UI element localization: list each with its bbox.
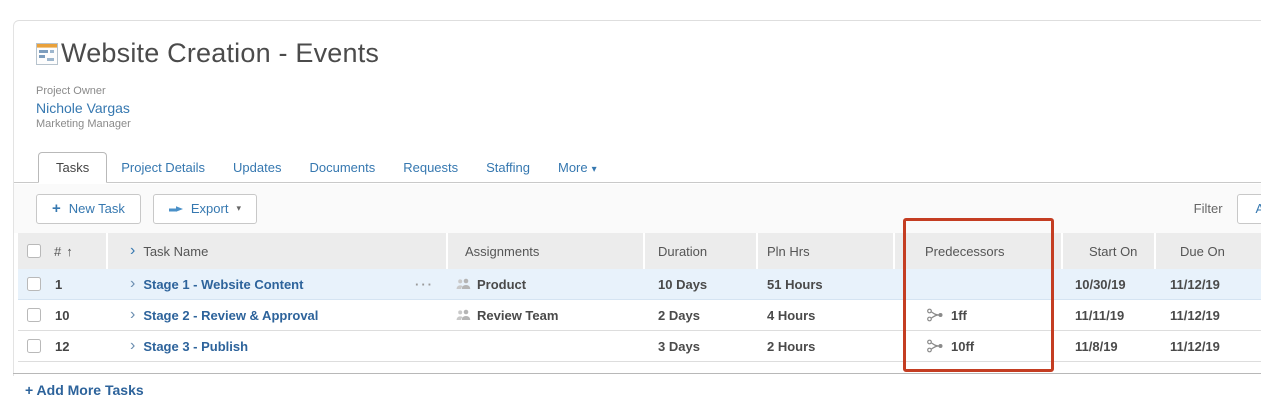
plus-icon: + [52,200,61,217]
tab-tasks[interactable]: Tasks [38,152,108,183]
column-duration[interactable]: Duration [658,243,708,259]
filter-label: Filter [1193,201,1223,216]
task-number: 10 [55,307,70,323]
assignment-cell [448,331,645,361]
task-name-link[interactable]: Stage 3 - Publish [143,338,249,354]
owner-role: Marketing Manager [36,118,131,130]
column-predecessors[interactable]: Predecessors [925,243,1005,259]
new-task-button[interactable]: + New Task [36,193,141,224]
predecessor-cell: 1ff [895,300,1063,330]
expand-row-icon[interactable]: › [130,337,136,354]
expand-row-icon[interactable]: › [130,275,136,292]
assignment-team-icon [456,278,471,289]
predecessor-icon [927,339,943,353]
due-on-value: 11/12/19 [1170,307,1220,323]
predecessor-cell [895,269,1063,299]
task-name-link[interactable]: Stage 1 - Website Content [143,276,304,292]
predecessor-cell: 10ff [895,331,1063,361]
due-on-value: 11/12/19 [1170,338,1220,354]
assignment-name: Product [477,276,527,292]
task-table: # ↑ › Task Name Assignments Duration Pln… [18,233,1261,362]
filter-all-button[interactable]: All [1236,193,1261,224]
tab-staffing[interactable]: Staffing [486,160,530,175]
task-toolbar: + New Task Export ▾ Filter All [14,184,1261,233]
table-header-row: # ↑ › Task Name Assignments Duration Pln… [18,233,1261,269]
start-on-value: 11/8/19 [1075,338,1118,354]
predecessor-value: 10ff [951,338,975,354]
pln-hrs-value: 4 Hours [767,307,816,323]
row-checkbox[interactable] [27,308,41,322]
expand-all-icon[interactable]: › [130,242,136,259]
add-more-tasks-link[interactable]: + Add More Tasks [25,382,144,398]
table-row[interactable]: 10 › Stage 2 - Review & Approval Review … [18,300,1261,331]
column-start-on[interactable]: Start On [1089,243,1138,259]
tab-project-details[interactable]: Project Details [121,160,206,175]
page-title: Website Creation - Events [61,38,380,68]
column-task-name[interactable]: Task Name [143,243,209,259]
row-checkbox[interactable] [27,277,41,291]
task-number: 12 [55,338,70,354]
export-arrow-icon [168,205,183,212]
row-checkbox[interactable] [27,339,41,353]
tab-bar: Tasks Project Details Updates Documents … [14,152,1261,183]
tab-updates[interactable]: Updates [233,160,282,175]
tab-requests[interactable]: Requests [403,160,459,175]
tab-more-label: More [558,160,588,175]
predecessor-icon [927,308,943,322]
predecessor-value: 1ff [951,307,967,323]
caret-down-icon: ▾ [591,164,597,175]
task-name-link[interactable]: Stage 2 - Review & Approval [143,307,319,323]
start-on-value: 11/11/19 [1075,307,1125,323]
caret-down-icon: ▾ [236,203,241,213]
project-header: Website Creation - Events Project Owner … [36,38,379,132]
pln-hrs-value: 2 Hours [767,338,816,354]
start-on-value: 10/30/19 [1075,276,1126,292]
due-on-value: 11/12/19 [1170,276,1220,292]
row-more-menu-icon[interactable]: ··· [415,276,434,292]
select-all-checkbox[interactable] [27,244,41,258]
tab-more[interactable]: More ▾ [544,153,611,182]
task-number: 1 [55,276,63,292]
tab-documents[interactable]: Documents [309,160,376,175]
assignment-team-icon [456,309,471,320]
duration-value: 3 Days [658,338,700,354]
duration-value: 2 Days [658,307,700,323]
duration-value: 10 Days [658,276,708,292]
assignment-name: Review Team [477,307,559,323]
export-label: Export [190,201,229,216]
column-assignments[interactable]: Assignments [465,243,540,259]
new-task-label: New Task [68,201,125,216]
sort-ascending-icon[interactable]: ↑ [66,243,73,259]
pln-hrs-value: 51 Hours [767,276,823,292]
column-num[interactable]: # [54,243,62,259]
column-due-on[interactable]: Due On [1180,243,1225,259]
table-row[interactable]: 12 › Stage 3 - Publish 3 Days 2 Hours 10… [18,331,1261,362]
filter-all-label: All [1255,201,1261,216]
table-row[interactable]: 1 › Stage 1 - Website Content ··· Produc… [18,269,1261,300]
column-pln-hrs[interactable]: Pln Hrs [767,243,810,259]
owner-name-link[interactable]: Nichole Vargas [36,100,130,116]
expand-row-icon[interactable]: › [130,306,136,323]
table-bottom-divider [13,373,1261,374]
project-icon [36,42,58,65]
owner-label: Project Owner [36,85,106,97]
export-button[interactable]: Export ▾ [152,193,257,224]
